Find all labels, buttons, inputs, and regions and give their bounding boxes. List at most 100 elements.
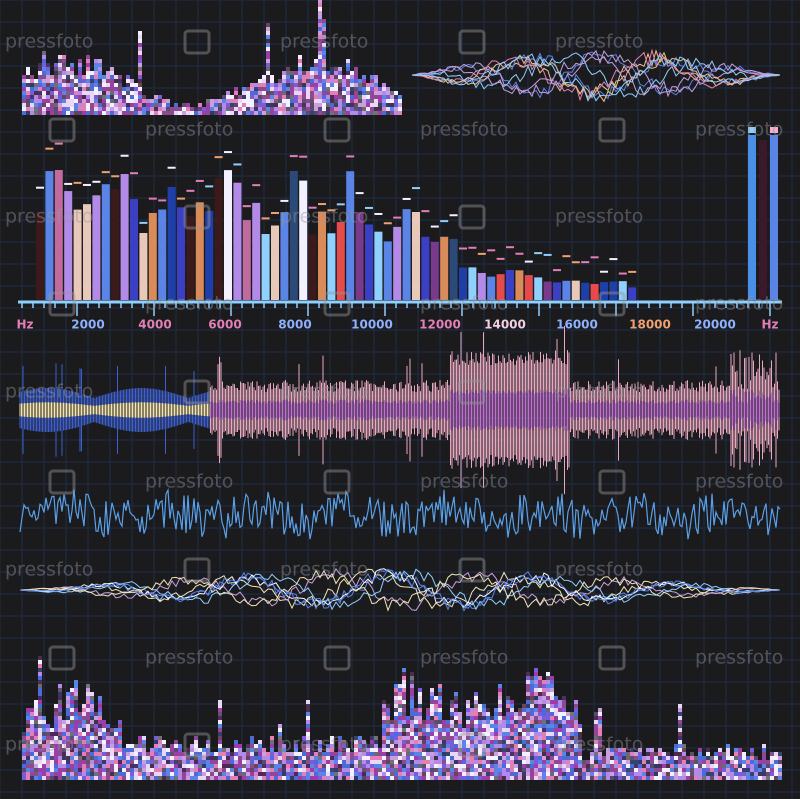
pixel: [226, 756, 230, 760]
pixel: [370, 752, 374, 756]
pixel: [110, 764, 114, 768]
pixel: [114, 107, 118, 111]
pixel: [230, 752, 234, 756]
pixel: [398, 728, 402, 732]
pixel: [502, 724, 506, 728]
pixel: [510, 728, 514, 732]
pixel: [534, 752, 538, 756]
pixel: [98, 756, 102, 760]
peak-marker: [553, 269, 561, 272]
pixel: [314, 111, 318, 115]
pixel: [174, 764, 178, 768]
peak-marker: [148, 197, 157, 200]
pixel: [42, 111, 46, 115]
pixel: [134, 760, 138, 764]
pixel: [110, 99, 114, 103]
pixel: [342, 79, 346, 83]
pixel: [82, 736, 86, 740]
pixel: [66, 95, 70, 99]
pixel: [642, 760, 646, 764]
pixel: [182, 760, 186, 764]
pixel: [718, 764, 722, 768]
pixel: [126, 748, 130, 752]
pixel: [758, 776, 762, 780]
pixel: [34, 764, 38, 768]
pixel: [538, 768, 542, 772]
pixel: [466, 772, 470, 776]
pixel: [402, 748, 406, 752]
pixel: [158, 103, 162, 107]
pixel: [270, 744, 274, 748]
pixel: [246, 107, 250, 111]
pixel: [534, 756, 538, 760]
pixel: [158, 99, 162, 103]
pixel: [262, 764, 266, 768]
pixel: [606, 764, 610, 768]
pixel: [50, 103, 54, 107]
pixel: [698, 768, 702, 772]
pixel: [430, 752, 434, 756]
pixel: [154, 772, 158, 776]
pixel: [546, 712, 550, 716]
pixel: [386, 748, 390, 752]
pixel: [82, 91, 86, 95]
pixel: [38, 760, 42, 764]
pixel: [382, 83, 386, 87]
pixel: [190, 764, 194, 768]
pixel: [410, 768, 414, 772]
pixel: [282, 103, 286, 107]
pixel: [482, 736, 486, 740]
peak-marker: [186, 189, 195, 192]
pixel: [338, 111, 342, 115]
pixel: [486, 732, 490, 736]
pixel: [626, 776, 630, 780]
pixel: [390, 99, 394, 103]
peak-marker: [506, 246, 514, 249]
pixel: [510, 700, 514, 704]
pixel: [70, 91, 74, 95]
pixel: [690, 776, 694, 780]
pixel: [242, 91, 246, 95]
pixel: [362, 772, 366, 776]
pixel: [162, 107, 166, 111]
pixel: [58, 111, 62, 115]
pixel: [290, 91, 294, 95]
pixel: [546, 684, 550, 688]
pixel: [318, 748, 322, 752]
pixel: [594, 748, 598, 752]
pixel: [138, 39, 142, 43]
pixel: [314, 752, 318, 756]
pixel: [470, 752, 474, 756]
pixel: [98, 768, 102, 772]
pixel: [394, 736, 398, 740]
bar: [748, 135, 756, 300]
pixel: [366, 111, 370, 115]
pixel: [502, 772, 506, 776]
watermark-icon: [48, 117, 76, 143]
pixel: [46, 111, 50, 115]
pixel: [410, 764, 414, 768]
pixel: [230, 95, 234, 99]
pixel: [370, 99, 374, 103]
pixel: [26, 71, 30, 75]
pixel: [214, 107, 218, 111]
pixel: [494, 724, 498, 728]
pixel: [150, 111, 154, 115]
pixel: [138, 71, 142, 75]
pixel: [554, 712, 558, 716]
pixel: [682, 764, 686, 768]
peak-marker: [101, 171, 110, 174]
pixel: [258, 83, 262, 87]
pixel: [218, 99, 222, 103]
pixel: [322, 83, 326, 87]
pixel: [206, 772, 210, 776]
pixel: [198, 772, 202, 776]
pixel: [562, 768, 566, 772]
pixel: [58, 728, 62, 732]
pixel: [98, 708, 102, 712]
pixel: [350, 83, 354, 87]
pixel: [394, 111, 398, 115]
pixel: [570, 724, 574, 728]
pixel: [102, 740, 106, 744]
pixel: [542, 772, 546, 776]
